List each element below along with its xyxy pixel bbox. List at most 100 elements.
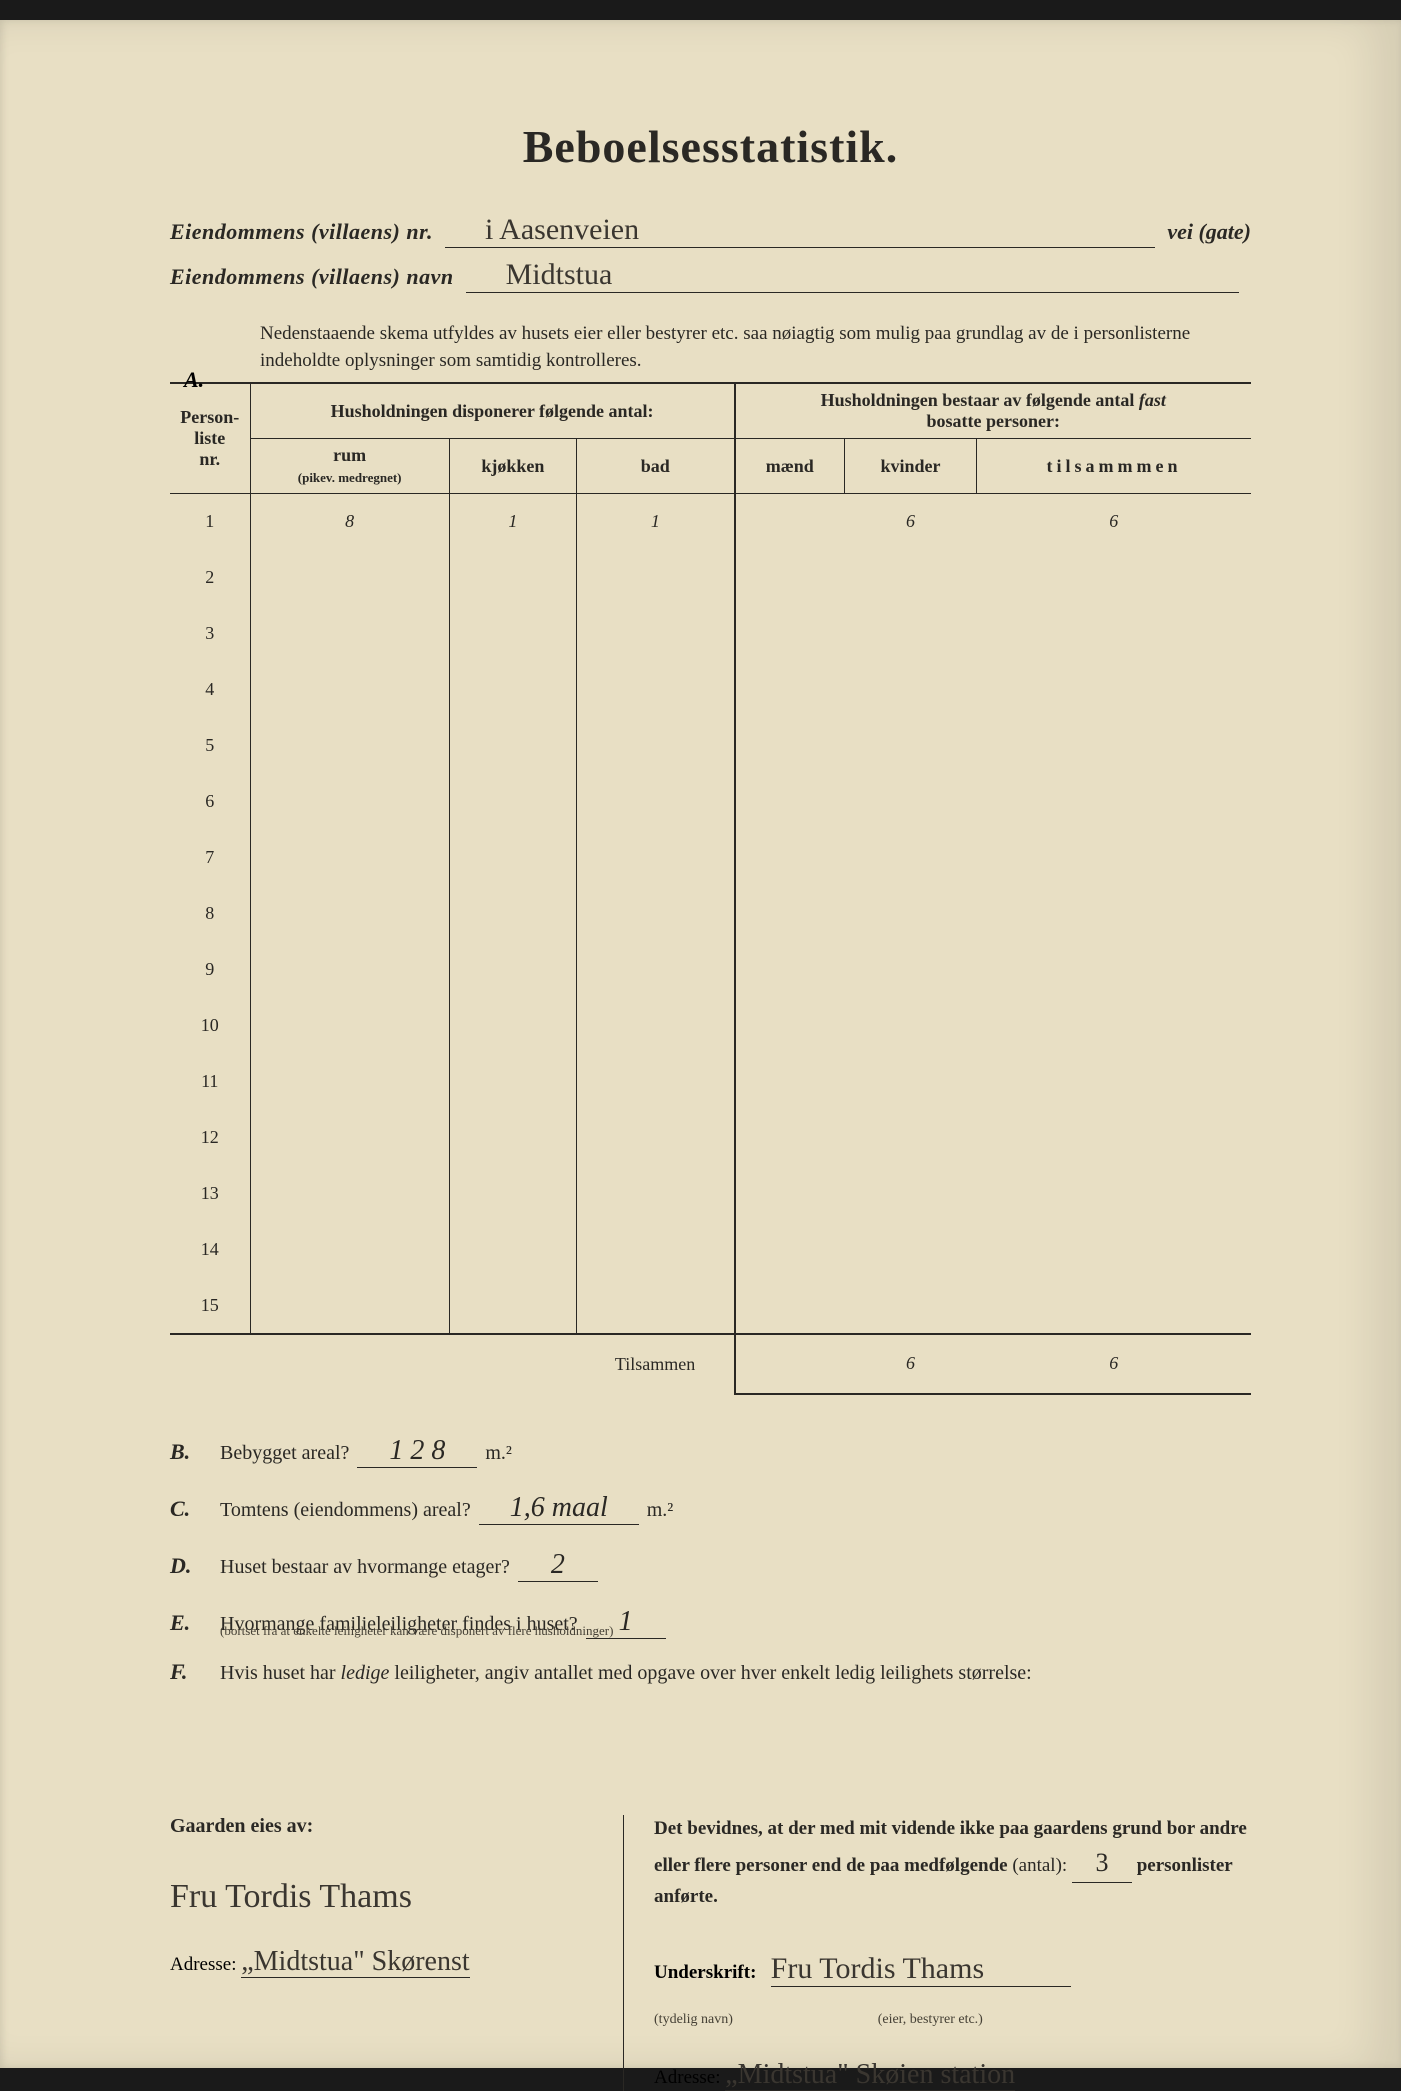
q-d-value: 2 bbox=[518, 1549, 598, 1582]
cell-kvinder bbox=[845, 1110, 977, 1166]
question-b: B. Bebygget areal? 1 2 8 m.² bbox=[170, 1435, 1251, 1468]
cell-bad bbox=[577, 942, 735, 998]
col-personliste: Person-listenr. bbox=[170, 383, 250, 494]
witness-address-line: Adresse: „Midtstua" Skøien station bbox=[654, 2059, 1251, 2091]
cell-bad bbox=[577, 998, 735, 1054]
row-number: 12 bbox=[170, 1110, 250, 1166]
cell-rum bbox=[250, 550, 449, 606]
row-number: 2 bbox=[170, 550, 250, 606]
cell-kvinder bbox=[845, 886, 977, 942]
property-nr-label: Eiendommens (villaens) nr. bbox=[170, 219, 433, 245]
cell-tilsammen: 6 bbox=[977, 494, 1251, 550]
col-group-left: Husholdningen disponerer følgende antal: bbox=[250, 383, 735, 439]
cell-rum bbox=[250, 942, 449, 998]
col-kvinder: kvinder bbox=[845, 439, 977, 494]
cell-tilsammen bbox=[977, 1110, 1251, 1166]
property-navn-line: Eiendommens (villaens) navn Midtstua bbox=[170, 258, 1251, 293]
table-row: 10 bbox=[170, 998, 1251, 1054]
table-row: 181166 bbox=[170, 494, 1251, 550]
col-group-right: Husholdningen bestaar av følgende antal … bbox=[735, 383, 1251, 439]
q-c-value: 1,6 maal bbox=[479, 1492, 639, 1525]
row-number: 3 bbox=[170, 606, 250, 662]
table-row: 12 bbox=[170, 1110, 1251, 1166]
q-b-value: 1 2 8 bbox=[357, 1435, 477, 1468]
cell-maend bbox=[735, 662, 845, 718]
cell-maend bbox=[735, 718, 845, 774]
cell-bad bbox=[577, 718, 735, 774]
cell-kjokken bbox=[449, 606, 576, 662]
cell-bad bbox=[577, 1054, 735, 1110]
col-maend: mænd bbox=[735, 439, 845, 494]
col-tilsammen: tilsammmen bbox=[977, 439, 1251, 494]
document-page: Beboelsesstatistik. Eiendommens (villaen… bbox=[0, 20, 1401, 2068]
cell-bad bbox=[577, 662, 735, 718]
cell-kjokken bbox=[449, 998, 576, 1054]
row-number: 8 bbox=[170, 886, 250, 942]
row-number: 7 bbox=[170, 830, 250, 886]
page-title: Beboelsesstatistik. bbox=[170, 120, 1251, 173]
question-d: D. Huset bestaar av hvormange etager? 2 bbox=[170, 1549, 1251, 1582]
cell-tilsammen bbox=[977, 718, 1251, 774]
cell-bad bbox=[577, 1222, 735, 1278]
cell-maend bbox=[735, 998, 845, 1054]
table-row: 13 bbox=[170, 1166, 1251, 1222]
section-a-letter: A. bbox=[184, 367, 204, 393]
cell-tilsammen bbox=[977, 1054, 1251, 1110]
witness-text: Det bevidnes, at der med mit vidende ikk… bbox=[654, 1815, 1251, 1912]
cell-maend bbox=[735, 1222, 845, 1278]
cell-tilsammen bbox=[977, 774, 1251, 830]
owner-heading: Gaarden eies av: bbox=[170, 1815, 603, 1838]
cell-kvinder bbox=[845, 1054, 977, 1110]
table-row: 8 bbox=[170, 886, 1251, 942]
cell-rum bbox=[250, 830, 449, 886]
cell-kvinder: 6 bbox=[845, 494, 977, 550]
cell-rum bbox=[250, 1222, 449, 1278]
cell-rum bbox=[250, 998, 449, 1054]
cell-tilsammen bbox=[977, 1222, 1251, 1278]
cell-tilsammen bbox=[977, 942, 1251, 998]
witness-signature: Fru Tordis Thams bbox=[771, 1952, 1071, 1987]
cell-kjokken bbox=[449, 942, 576, 998]
cell-kvinder bbox=[845, 1166, 977, 1222]
cell-kjokken bbox=[449, 1222, 576, 1278]
cell-maend bbox=[735, 494, 845, 550]
cell-rum bbox=[250, 774, 449, 830]
cell-tilsammen bbox=[977, 550, 1251, 606]
cell-kvinder bbox=[845, 550, 977, 606]
owner-address-line: Adresse: „Midtstua" Skørenst bbox=[170, 1946, 603, 1978]
section-a-note: Nedenstaaende skema utfyldes av husets e… bbox=[260, 321, 1251, 374]
property-navn-label: Eiendommens (villaens) navn bbox=[170, 264, 454, 290]
cell-rum bbox=[250, 718, 449, 774]
cell-kjokken bbox=[449, 550, 576, 606]
question-c: C. Tomtens (eiendommens) areal? 1,6 maal… bbox=[170, 1492, 1251, 1525]
question-f: F. Hvis huset har ledige leiligheter, an… bbox=[170, 1659, 1251, 1685]
cell-tilsammen bbox=[977, 606, 1251, 662]
cell-maend bbox=[735, 550, 845, 606]
total-kvinder: 6 bbox=[845, 1334, 977, 1394]
cell-kjokken bbox=[449, 1278, 576, 1334]
table-row: 6 bbox=[170, 774, 1251, 830]
cell-maend bbox=[735, 1278, 845, 1334]
cell-kjokken bbox=[449, 1054, 576, 1110]
witness-section: Det bevidnes, at der med mit vidende ikk… bbox=[644, 1815, 1251, 2091]
cell-maend bbox=[735, 942, 845, 998]
cell-rum bbox=[250, 1110, 449, 1166]
cell-kjokken bbox=[449, 662, 576, 718]
cell-maend bbox=[735, 606, 845, 662]
table-row: 14 bbox=[170, 1222, 1251, 1278]
cell-kvinder bbox=[845, 1222, 977, 1278]
row-number: 14 bbox=[170, 1222, 250, 1278]
cell-tilsammen bbox=[977, 662, 1251, 718]
total-label: Tilsammen bbox=[577, 1334, 735, 1394]
cell-kvinder bbox=[845, 830, 977, 886]
cell-rum bbox=[250, 662, 449, 718]
cell-kjokken bbox=[449, 1110, 576, 1166]
cell-kjokken bbox=[449, 718, 576, 774]
cell-bad bbox=[577, 830, 735, 886]
col-bad: bad bbox=[577, 439, 735, 494]
cell-kvinder bbox=[845, 662, 977, 718]
cell-bad bbox=[577, 606, 735, 662]
signature-line: Underskrift: Fru Tordis Thams (tydelig n… bbox=[654, 1932, 1251, 2029]
table-row: 15 bbox=[170, 1278, 1251, 1334]
cell-rum bbox=[250, 606, 449, 662]
